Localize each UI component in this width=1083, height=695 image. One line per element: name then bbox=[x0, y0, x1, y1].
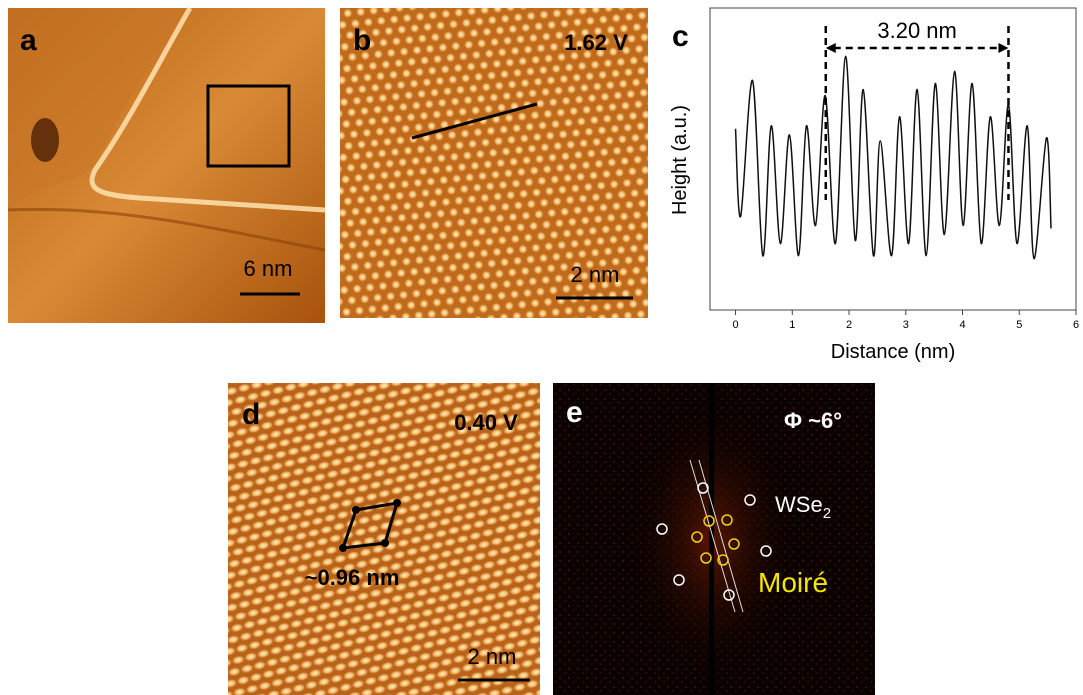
x-tick-label: 4 bbox=[959, 319, 965, 331]
scale-label: 6 nm bbox=[244, 256, 293, 281]
scale-label: 2 nm bbox=[571, 262, 620, 287]
x-tick-label: 0 bbox=[732, 319, 738, 331]
panel-label: a bbox=[20, 24, 37, 57]
x-tick-label: 3 bbox=[903, 319, 909, 331]
x-axis-label: Distance (nm) bbox=[831, 341, 955, 363]
bias: 1.62 V bbox=[564, 30, 628, 55]
scale-label: 2 nm bbox=[468, 644, 517, 669]
moire-label: Moiré bbox=[758, 567, 828, 598]
y-axis-label: Height (a.u.) bbox=[669, 105, 691, 215]
x-tick-label: 6 bbox=[1073, 319, 1079, 331]
panel-b: b 1.62 V 2 nm bbox=[340, 8, 648, 318]
vertex bbox=[352, 506, 360, 514]
cell-size: ~0.96 nm bbox=[305, 565, 400, 590]
wse2-subscript: 2 bbox=[823, 505, 831, 522]
x-tick-label: 5 bbox=[1016, 319, 1022, 331]
figure: a 6 nm b 1.62 V 2 nm c Distance (nm) Hei… bbox=[0, 0, 1083, 695]
vertex bbox=[381, 539, 389, 547]
bias: 0.40 V bbox=[454, 410, 518, 435]
vertex bbox=[393, 499, 401, 507]
panel-label: e bbox=[566, 396, 583, 429]
twist-angle: Φ ~6° bbox=[784, 408, 842, 433]
panel-label: d bbox=[242, 398, 260, 431]
panel-d: d 0.40 V ~0.96 nm 2 nm bbox=[228, 383, 540, 695]
panel-e: e Φ ~6° WSe2 Moiré bbox=[553, 383, 875, 695]
panel-label: c bbox=[672, 20, 689, 53]
x-tick-label: 1 bbox=[789, 319, 795, 331]
panel-label: b bbox=[353, 24, 371, 57]
wse2-text: WSe bbox=[775, 492, 823, 517]
span-label: 3.20 nm bbox=[877, 18, 957, 43]
defect bbox=[31, 118, 59, 162]
panel-c: c Distance (nm) Height (a.u.) 0 1 2 3 4 5 6 3.2… bbox=[669, 8, 1079, 363]
vertex bbox=[339, 544, 347, 552]
profile-line bbox=[736, 56, 1051, 258]
plot-frame bbox=[710, 8, 1076, 310]
panel-a: a 6 nm bbox=[8, 8, 325, 323]
x-tick-label: 2 bbox=[846, 319, 852, 331]
